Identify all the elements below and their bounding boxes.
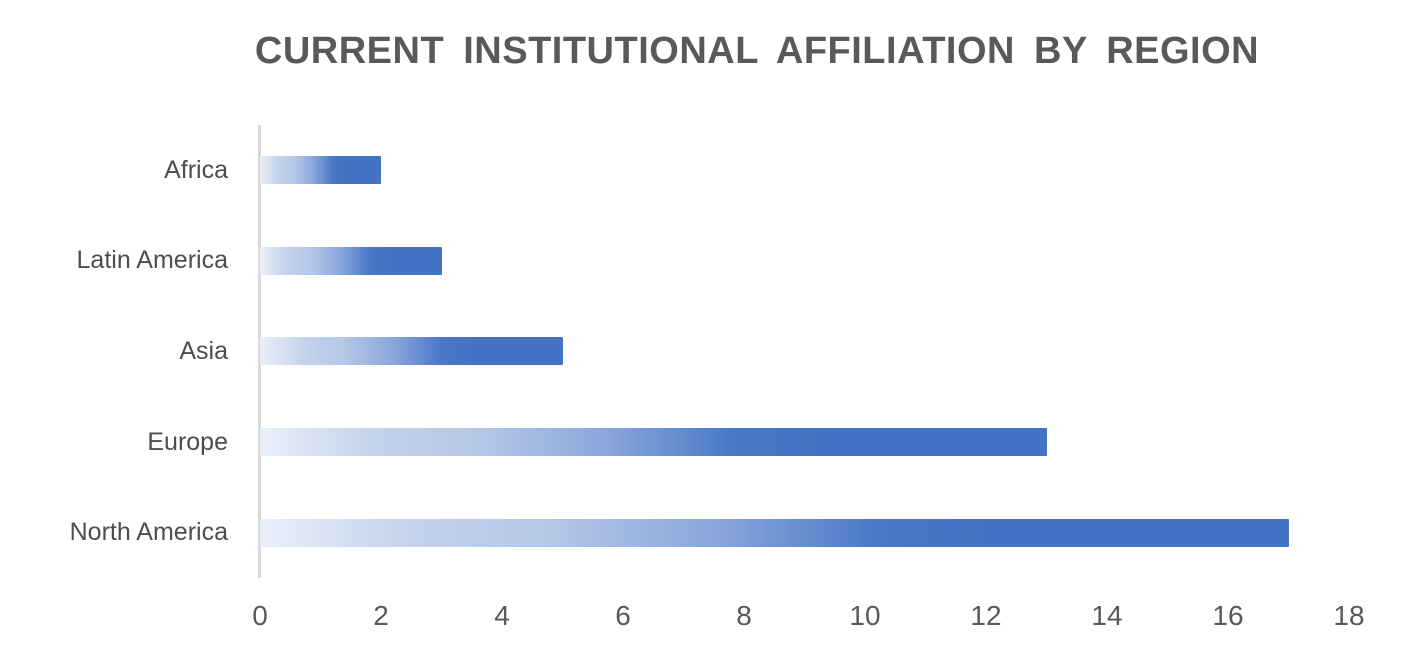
plot-area xyxy=(258,125,1349,578)
category-label: Africa xyxy=(164,155,228,184)
bar-row xyxy=(260,487,1349,578)
x-tick-label: 14 xyxy=(1091,600,1123,631)
category-label: Asia xyxy=(179,336,228,365)
category-label: North America xyxy=(69,518,228,547)
bar-row xyxy=(260,216,1349,307)
x-tick-label: 8 xyxy=(736,600,752,631)
category-label: Latin America xyxy=(76,246,228,275)
bar-north-america xyxy=(260,518,1289,547)
y-axis-category-labels: Africa Latin America Asia Europe North Ameri… xyxy=(0,125,228,578)
y-axis-line xyxy=(258,125,261,578)
x-tick-label: 0 xyxy=(252,600,268,631)
x-tick-label: 18 xyxy=(1333,600,1365,631)
chart-title: CURRENT INSTITUTIONAL AFFILIATION BY REG… xyxy=(254,30,1260,72)
x-tick-label: 12 xyxy=(970,600,1002,631)
bar-africa xyxy=(260,156,381,185)
x-tick-label: 4 xyxy=(494,600,510,631)
bar-row xyxy=(260,306,1349,397)
category-label: Europe xyxy=(147,427,228,456)
x-tick-label: 6 xyxy=(615,600,631,631)
bar-europe xyxy=(260,428,1047,457)
x-tick-label: 2 xyxy=(373,600,389,631)
bar-asia xyxy=(260,337,563,366)
bar-row xyxy=(260,397,1349,488)
x-tick-label: 10 xyxy=(849,600,881,631)
bar-latin-america xyxy=(260,246,442,275)
x-axis-tick-labels: 0 2 4 6 8 10 12 14 16 18 xyxy=(252,600,1364,640)
bar-row xyxy=(260,125,1349,216)
x-tick-label: 16 xyxy=(1212,600,1244,631)
